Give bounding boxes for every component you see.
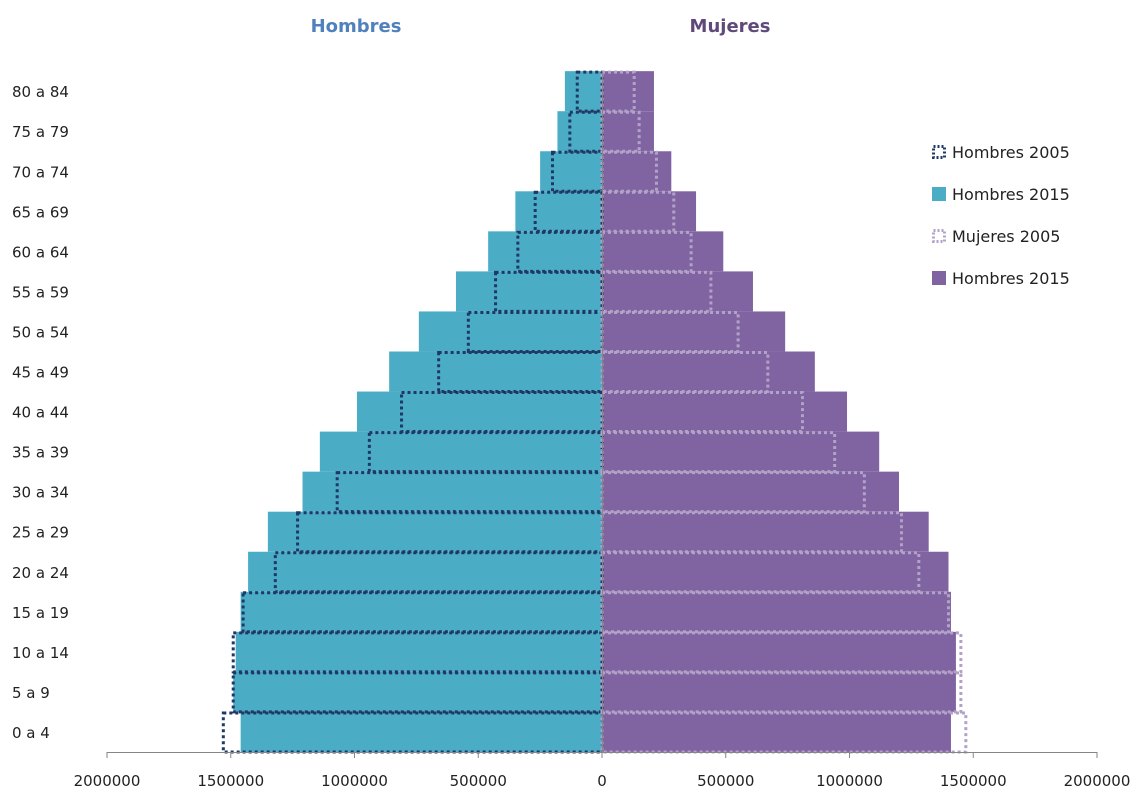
x-tick-label: 500000 — [450, 772, 507, 790]
y-tick-label: 10 a 14 — [12, 644, 69, 662]
bar-left-fill-5 — [267, 511, 602, 552]
y-tick-labels: 0 a 4 5 a 9 10 a 14 15 a 19 20 a 24 25 a 29 30… — [12, 83, 69, 742]
bar-right-fill-13 — [602, 191, 697, 232]
bar-left-fill-9 — [389, 351, 602, 392]
y-tick-label: 45 a 49 — [12, 364, 69, 382]
bar-right-fill-14 — [602, 151, 672, 192]
y-tick-label: 30 a 34 — [12, 484, 69, 502]
legend-swatch — [932, 187, 946, 201]
bar-left-fill-4 — [248, 551, 602, 592]
bar-right-fill-5 — [602, 511, 929, 552]
bar-right-fill-6 — [602, 471, 899, 512]
bar-left-fill-15 — [557, 111, 602, 152]
legend-swatch — [932, 145, 946, 159]
y-tick-label: 0 a 4 — [12, 724, 50, 742]
legend-swatch — [932, 271, 946, 285]
bar-left-fill-7 — [319, 431, 602, 472]
x-tick-label: 500000 — [697, 772, 754, 790]
y-tick-label: 50 a 54 — [12, 323, 69, 341]
bar-left-fill-16 — [564, 71, 602, 112]
bar-right-outline-14 — [600, 150, 658, 193]
bar-right-fill-4 — [602, 551, 949, 592]
bar-right-fill-7 — [602, 431, 880, 472]
bar-left-outline-11 — [494, 270, 604, 313]
legend-label: Hombres 2015 — [952, 269, 1070, 288]
x-tick-label: 1500000 — [197, 772, 264, 790]
bar-left-fill-10 — [418, 311, 602, 352]
header-mujeres: Mujeres — [690, 16, 771, 37]
bar-right-outline-5 — [600, 511, 903, 554]
y-tick-label: 40 a 44 — [12, 404, 69, 422]
y-tick-label: 70 a 74 — [12, 163, 69, 181]
legend-swatch — [932, 229, 946, 243]
bar-left-fill-3 — [240, 591, 602, 632]
x-tick-label: 2000000 — [74, 772, 141, 790]
x-tick-label: 1500000 — [940, 772, 1007, 790]
y-tick-label: 60 a 64 — [12, 243, 69, 261]
x-tick-label: 1000000 — [321, 772, 388, 790]
bar-left-fill-6 — [302, 471, 602, 512]
bar-left-fill-1 — [233, 671, 602, 712]
x-tick-label: 1000000 — [816, 772, 883, 790]
bar-right-fill-15 — [602, 111, 654, 152]
y-tick-label: 75 a 79 — [12, 123, 69, 141]
y-tick-label: 55 a 59 — [12, 283, 69, 301]
y-tick-label: 25 a 29 — [12, 524, 69, 542]
legend-label: Hombres 2015 — [952, 185, 1070, 204]
bar-right-fill-9 — [602, 351, 815, 392]
x-tick-labels: 2000000 1500000 1000000 500000 0 500000 100000… — [74, 772, 1131, 790]
y-tick-label: 5 a 9 — [12, 684, 50, 702]
bar-left-fill-2 — [235, 631, 602, 672]
bar-left-fill-12 — [488, 231, 602, 272]
bar-left-fill-0 — [240, 711, 602, 752]
bar-left-fill-8 — [356, 391, 602, 432]
legend-label: Hombres 2005 — [952, 143, 1070, 162]
header-hombres: Hombres — [311, 16, 402, 37]
bar-left-fill-14 — [540, 151, 602, 192]
bars-layer — [233, 71, 956, 752]
bar-right-fill-11 — [602, 271, 753, 312]
bar-right-fill-0 — [602, 711, 951, 752]
x-tick-label: 0 — [597, 772, 607, 790]
legend: Hombres 2005 Hombres 2015 Mujeres 2005 Homb… — [932, 143, 1070, 288]
y-tick-label: 35 a 39 — [12, 444, 69, 462]
legend-label: Mujeres 2005 — [952, 227, 1060, 246]
x-tick-label: 2000000 — [1064, 772, 1131, 790]
y-tick-label: 15 a 19 — [12, 604, 69, 622]
bar-right-fill-8 — [602, 391, 848, 432]
bar-right-fill-12 — [602, 231, 724, 272]
bar-left-outline-15 — [568, 110, 604, 153]
bar-left-fill-11 — [455, 271, 602, 312]
y-tick-label: 65 a 69 — [12, 203, 69, 221]
bar-left-fill-13 — [515, 191, 602, 232]
bar-right-fill-10 — [602, 311, 786, 352]
bar-right-fill-1 — [602, 671, 956, 712]
bar-right-fill-16 — [602, 71, 654, 112]
bar-right-outline-13 — [600, 190, 676, 233]
bar-right-fill-3 — [602, 591, 951, 632]
y-tick-label: 20 a 24 — [12, 564, 69, 582]
y-tick-label: 80 a 84 — [12, 83, 69, 101]
bar-right-fill-2 — [602, 631, 956, 672]
x-axis — [106, 71, 1098, 758]
